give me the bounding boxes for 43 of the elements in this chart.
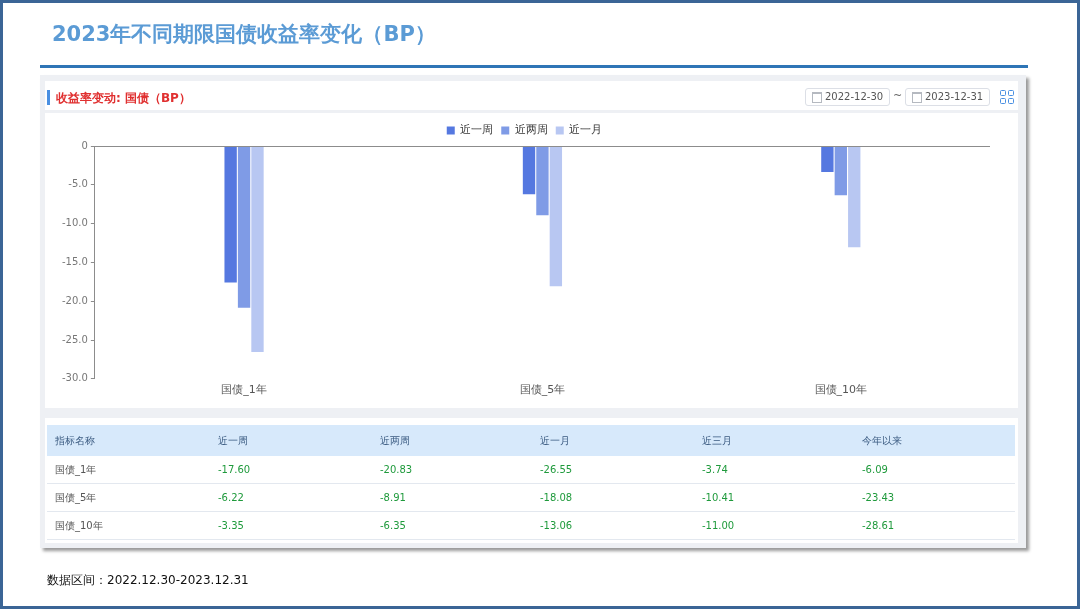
data-label: -6.35 <box>372 511 532 540</box>
data-label: -18.08 <box>532 483 694 512</box>
data-label: -11.00 <box>694 511 854 540</box>
y-tick-label: -30.0 <box>62 372 88 384</box>
date-field: 2023-12-31 <box>905 88 990 106</box>
y-tick-label: -15.0 <box>62 255 88 267</box>
category-label: 国债_10年 <box>47 511 210 540</box>
data-label: -17.60 <box>210 456 372 484</box>
data-label: -3.35 <box>210 511 372 540</box>
category-label: 国债_5年 <box>47 483 210 512</box>
legend-label: 近一月 <box>569 123 603 137</box>
y-tick-label: 0 <box>81 139 88 151</box>
text: 近一月 <box>532 425 694 456</box>
data-label: -13.06 <box>532 511 694 540</box>
y-tick-label: -25.0 <box>62 333 88 345</box>
data-label: -6.22 <box>210 483 372 512</box>
chart-subtitle: 收益率变动: 国债（BP） <box>56 90 191 107</box>
chart-title: 2023年不同期限国债收益率变化（BP） <box>52 21 436 48</box>
text: 今年以来 <box>854 425 1015 456</box>
series-label: 近一周 <box>210 425 372 456</box>
y-tick-label: -10.0 <box>62 217 88 229</box>
data-label: -28.61 <box>854 511 1015 540</box>
text: 指标名称 <box>47 425 210 456</box>
x-tick-label: 国债_5年 <box>519 383 566 397</box>
data-label: -26.55 <box>532 456 694 484</box>
legend-label: 近一周 <box>460 123 494 137</box>
y-tick-label: -5.0 <box>68 178 88 190</box>
data-label: -3.74 <box>694 456 854 484</box>
text: ~ <box>893 89 903 102</box>
y-tick-label: -20.0 <box>62 294 88 306</box>
legend-label: 近两周 <box>514 123 548 137</box>
x-tick-label: 国债_1年 <box>221 383 267 397</box>
category-label: 国债_1年 <box>47 456 210 484</box>
data-label: -20.83 <box>372 456 532 484</box>
data-label: -6.09 <box>854 456 1015 484</box>
data-label: -10.41 <box>694 483 854 512</box>
text: 近三月 <box>694 425 854 456</box>
text: 数据区间：2022.12.30-2023.12.31 <box>47 572 249 589</box>
x-tick-label: 国债_10年 <box>814 383 868 397</box>
date-field: 2022-12-30 <box>805 88 890 106</box>
data-label: -8.91 <box>372 483 532 512</box>
data-label: -23.43 <box>854 483 1015 512</box>
text: 近两周 <box>372 425 532 456</box>
